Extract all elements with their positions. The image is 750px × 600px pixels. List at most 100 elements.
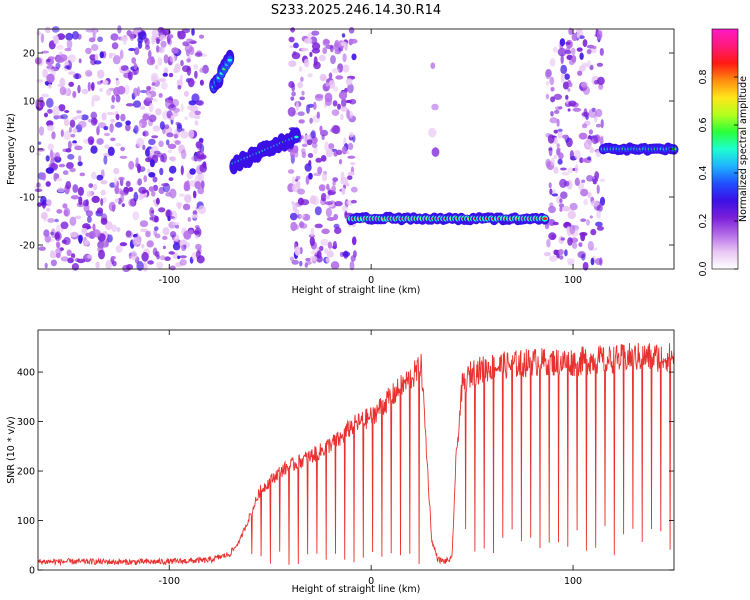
noise-blob (586, 219, 590, 226)
noise-blob (160, 154, 165, 163)
noise-blob (560, 191, 568, 199)
noise-blob (331, 68, 340, 74)
noise-blob (139, 105, 146, 110)
noise-blob (148, 114, 157, 123)
noise-blob (586, 49, 592, 55)
noise-blob (591, 135, 599, 145)
noise-blob (79, 172, 86, 177)
noise-blob (45, 155, 50, 162)
noise-blob (159, 121, 165, 130)
noise-blob (43, 214, 47, 223)
noise-blob (49, 149, 54, 159)
noise-blob (138, 31, 147, 40)
noise-blob (41, 50, 49, 54)
noise-blob (568, 27, 574, 35)
noise-blob (321, 134, 325, 140)
noise-blob (160, 81, 168, 90)
noise-blob (131, 57, 137, 64)
noise-blob (47, 143, 54, 151)
noise-blob (65, 60, 69, 66)
noise-blob (163, 54, 169, 64)
noise-blob (155, 197, 160, 205)
noise-blob (133, 62, 138, 71)
noise-blob (583, 198, 588, 206)
noise-blob (56, 56, 65, 64)
noise-blob (340, 41, 347, 47)
noise-blob (566, 226, 571, 234)
noise-blob (170, 115, 175, 121)
noise-blob (336, 149, 343, 155)
noise-blob (171, 222, 180, 226)
noise-blob (54, 231, 62, 242)
noise-blob (85, 69, 93, 77)
noise-blob (158, 78, 167, 83)
noise-blob (151, 38, 155, 45)
noise-blob (59, 77, 66, 87)
noise-blob (545, 158, 551, 168)
x-tick-label: 100 (564, 275, 582, 286)
noise-blob (553, 109, 560, 114)
noise-blob (96, 126, 100, 136)
noise-blob (151, 215, 159, 223)
snr-y-label: SNR (10 * v/v) (6, 416, 17, 484)
noise-blob (68, 71, 76, 75)
noise-blob (187, 217, 192, 222)
noise-blob (56, 241, 61, 249)
noise-blob (52, 156, 59, 161)
noise-blob (566, 54, 574, 61)
noise-blob (53, 35, 59, 45)
noise-blob (57, 187, 65, 193)
noise-blob (70, 231, 78, 238)
noise-blob (132, 100, 142, 108)
noise-blob (63, 130, 72, 140)
noise-blob (560, 237, 565, 241)
noise-blob (47, 68, 55, 73)
noise-blob (157, 27, 165, 33)
noise-blob (110, 119, 116, 123)
noise-blob (349, 132, 354, 138)
noise-blob (320, 192, 327, 202)
noise-blob (159, 34, 166, 41)
noise-blob (594, 171, 600, 180)
noise-blob (59, 86, 67, 96)
noise-blob (127, 71, 133, 81)
noise-blob (67, 140, 72, 150)
noise-blob (331, 109, 340, 116)
noise-blob (342, 64, 350, 73)
noise-blob (587, 240, 594, 251)
spectrogram-x-label: Height of straight line (km) (292, 285, 421, 296)
noise-blob (75, 115, 83, 119)
noise-blob (96, 138, 104, 145)
noise-blob (553, 155, 557, 159)
noise-blob (51, 131, 56, 140)
noise-blob (579, 52, 584, 60)
noise-blob (40, 195, 47, 205)
noise-blob (46, 58, 51, 63)
noise-blob (56, 44, 64, 50)
noise-blob (186, 58, 191, 63)
x-tick-label: 100 (564, 576, 582, 587)
colorbar-ticks: 0.0 0.2 0.4 0.6 0.8 (698, 28, 739, 277)
noise-blob (120, 113, 126, 122)
noise-blob (103, 126, 109, 131)
noise-blob (80, 114, 89, 121)
noise-blob (44, 26, 51, 34)
noise-blob (341, 145, 347, 155)
noise-blob (97, 69, 105, 79)
noise-blob (345, 78, 353, 86)
noise-blob (195, 141, 201, 149)
noise-blob (153, 98, 158, 102)
noise-blob (297, 111, 305, 116)
noise-blob (52, 106, 60, 116)
noise-blob (184, 194, 192, 203)
noise-blob (47, 83, 52, 89)
noise-blob (151, 135, 159, 139)
x-tick-label: -100 (158, 576, 180, 587)
noise-blob (163, 67, 169, 75)
noise-blob (351, 236, 357, 246)
colorbar-tick-label: 0.8 (698, 69, 709, 84)
noise-blob (152, 125, 161, 132)
noise-blob (322, 47, 328, 55)
noise-blob (103, 132, 111, 137)
noise-blob (36, 30, 41, 36)
